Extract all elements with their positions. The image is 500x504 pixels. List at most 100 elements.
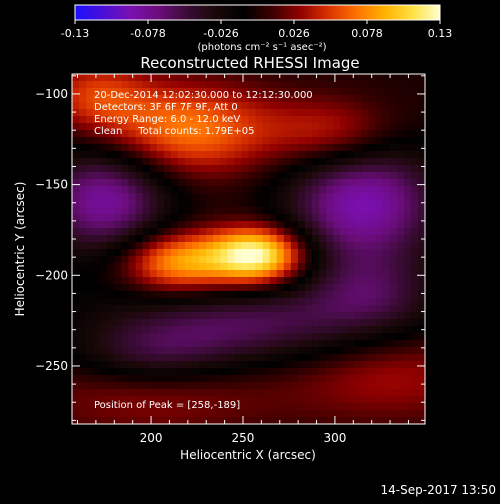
heatmap-cell (368, 193, 377, 201)
heatmap-cell (107, 151, 115, 159)
heatmap-cell (396, 102, 405, 110)
heatmap-cell (276, 284, 285, 292)
heatmap-cell (114, 361, 123, 369)
heatmap-cell (382, 193, 391, 201)
heatmap-cell (262, 130, 271, 138)
heatmap-cell (312, 396, 320, 404)
heatmap-cell (163, 256, 172, 264)
heatmap-cell (79, 123, 87, 131)
heatmap-cell (170, 305, 179, 313)
heatmap-cell (269, 389, 278, 397)
heatmap-cell (262, 319, 271, 327)
heatmap-cell (156, 102, 165, 110)
heatmap-cell (192, 193, 200, 201)
heatmap-cell (283, 186, 292, 194)
heatmap-cell (248, 158, 257, 166)
heatmap-cell (361, 88, 370, 96)
heatmap-cell (227, 95, 235, 103)
heatmap-cell (241, 396, 250, 404)
heatmap-cell (375, 277, 384, 285)
heatmap-cell (93, 221, 101, 229)
heatmap-cell (290, 214, 299, 222)
heatmap-cell (375, 81, 384, 89)
heatmap-cell (206, 347, 214, 355)
heatmap-cell (199, 123, 207, 131)
heatmap-cell (156, 137, 165, 145)
heatmap-cell (227, 368, 235, 376)
heatmap-cell (326, 109, 334, 117)
heatmap-cell (206, 186, 214, 194)
heatmap-cell (403, 403, 412, 411)
heatmap-cell (128, 95, 137, 103)
heatmap-cell (283, 298, 292, 306)
heatmap-cell (234, 193, 243, 201)
heatmap-cell (417, 291, 426, 299)
heatmap-cell (100, 242, 108, 250)
heatmap-cell (107, 88, 115, 96)
colorbar-tick-label: 0.026 (278, 27, 310, 40)
heatmap-cell (86, 270, 94, 278)
heatmap-cell (269, 102, 278, 110)
heatmap-cell (184, 382, 193, 390)
heatmap-cell (255, 375, 264, 383)
heatmap-cell (149, 235, 158, 243)
heatmap-cell (72, 207, 80, 215)
heatmap-cell (417, 368, 426, 376)
heatmap-cell (72, 403, 80, 411)
heatmap-cell (368, 410, 377, 418)
heatmap-cell (290, 221, 299, 229)
heatmap-cell (375, 270, 384, 278)
heatmap-cell (417, 221, 426, 229)
heatmap-cell (107, 123, 115, 131)
heatmap-cell (354, 242, 363, 250)
heatmap-cell (72, 214, 80, 222)
heatmap-cell (319, 165, 327, 173)
heatmap-cell (206, 396, 214, 404)
heatmap-cell (410, 298, 419, 306)
heatmap-cell (86, 417, 94, 425)
heatmap-cell (227, 130, 235, 138)
heatmap-cell (192, 417, 200, 425)
heatmap-cell (107, 410, 115, 418)
heatmap-cell (234, 389, 243, 397)
heatmap-cell (241, 137, 250, 145)
heatmap-cell (163, 284, 172, 292)
heatmap-cell (368, 340, 377, 348)
heatmap-cell (290, 291, 299, 299)
heatmap-cell (276, 207, 285, 215)
heatmap-cell (121, 382, 130, 390)
heatmap-cell (213, 74, 221, 82)
heatmap-cell (135, 347, 144, 355)
heatmap-cell (375, 375, 384, 383)
heatmap-cell (304, 298, 313, 306)
heatmap-cell (213, 116, 221, 124)
heatmap-cell (199, 361, 207, 369)
heatmap-cell (269, 158, 278, 166)
heatmap-cell (290, 242, 299, 250)
heatmap-cell (333, 74, 341, 82)
heatmap-cell (375, 95, 384, 103)
heatmap-cell (269, 165, 278, 173)
heatmap-cell (410, 123, 419, 131)
heatmap-cell (213, 158, 221, 166)
heatmap-cell (227, 81, 235, 89)
heatmap-cell (156, 256, 165, 264)
heatmap-cell (319, 312, 327, 320)
heatmap-cell (156, 200, 165, 208)
heatmap-cell (276, 249, 285, 257)
heatmap-cell (333, 200, 341, 208)
heatmap-cell (156, 214, 165, 222)
heatmap-cell (347, 102, 355, 110)
heatmap-cell (248, 312, 257, 320)
heatmap-cell (184, 389, 193, 397)
heatmap-cell (72, 242, 80, 250)
heatmap-cell (170, 116, 179, 124)
heatmap-cell (269, 186, 278, 194)
heatmap-cell (227, 144, 235, 152)
heatmap-cell (149, 403, 158, 411)
heatmap-cell (368, 361, 377, 369)
heatmap-cell (177, 396, 186, 404)
heatmap-cell (417, 270, 426, 278)
heatmap-cell (410, 88, 419, 96)
heatmap-cell (142, 242, 151, 250)
